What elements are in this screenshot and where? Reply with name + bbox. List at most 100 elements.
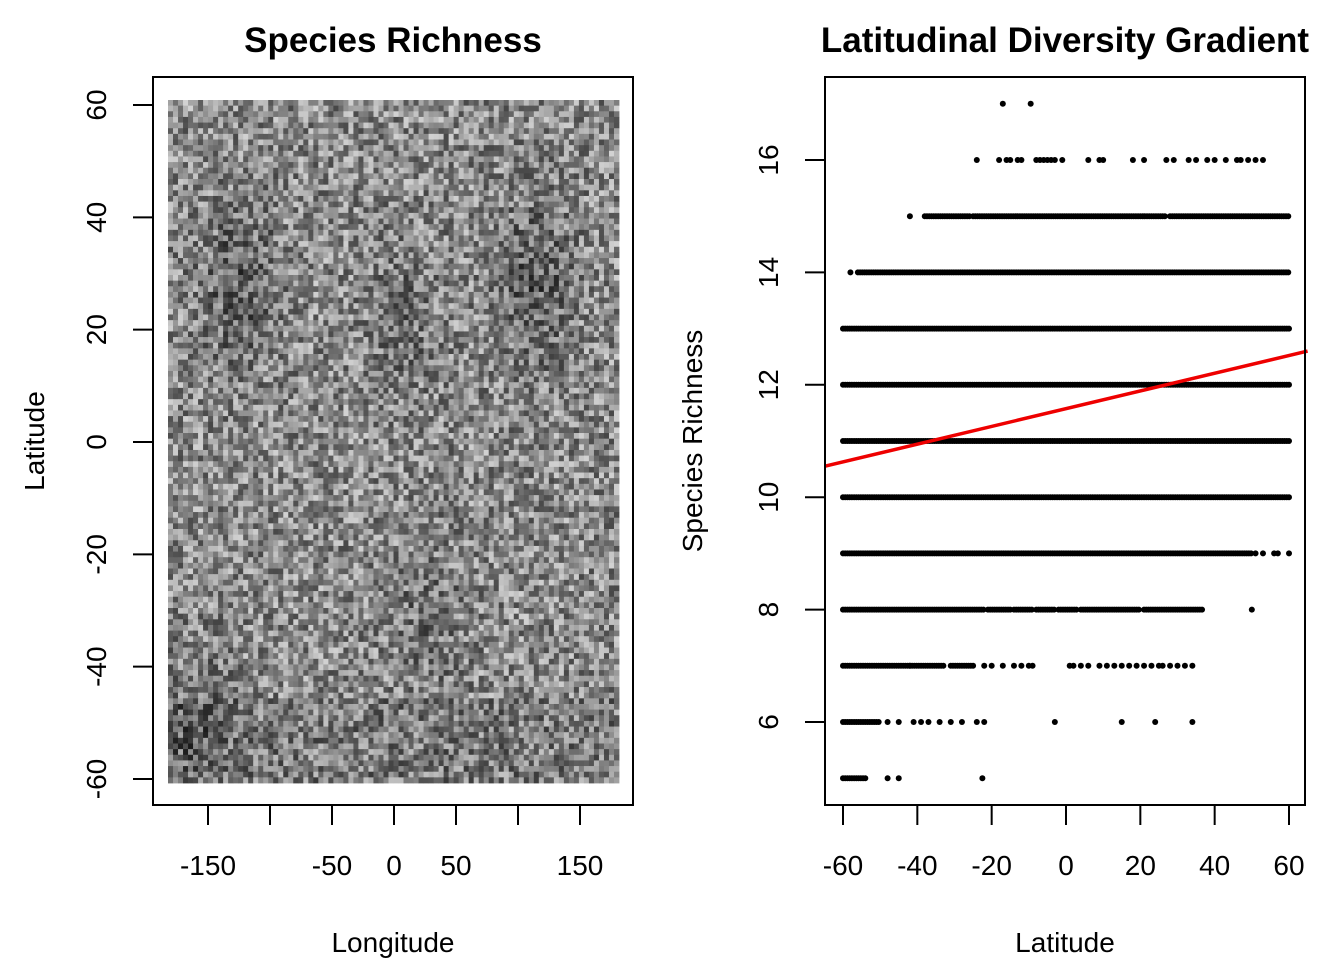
heatmap-cell [188, 252, 194, 259]
heatmap-cell [568, 393, 575, 400]
heatmap-cell [328, 348, 334, 355]
heatmap-cell [238, 269, 244, 276]
heatmap-cell [173, 122, 179, 129]
heatmap-cell [478, 252, 485, 259]
heatmap-cell [328, 274, 334, 282]
heatmap-cell [273, 173, 279, 180]
heatmap-cell [283, 263, 289, 270]
heatmap-cell [518, 399, 525, 406]
heatmap-cell [363, 263, 369, 270]
heatmap-cell [318, 162, 324, 169]
heatmap-cell [548, 241, 555, 248]
heatmap-cell [523, 263, 530, 270]
heatmap-cell [298, 348, 304, 355]
heatmap-cell [408, 201, 414, 208]
heatmap-cell [518, 308, 525, 315]
heatmap-cell [568, 122, 575, 129]
heatmap-cell [368, 370, 374, 377]
heatmap-cell [598, 173, 605, 180]
heatmap-cell [333, 150, 339, 157]
heatmap-cell [463, 111, 470, 118]
heatmap-cell [453, 297, 460, 304]
heatmap-cell [518, 320, 525, 327]
heatmap-cell [203, 133, 209, 140]
heatmap-cell [468, 145, 475, 152]
heatmap-cell [228, 184, 234, 191]
heatmap-cell [188, 325, 194, 332]
heatmap-cell [403, 179, 409, 186]
heatmap-cell [433, 195, 439, 202]
heatmap-cell [458, 184, 465, 191]
heatmap-cell [508, 212, 515, 219]
heatmap-cell [338, 201, 344, 208]
heatmap-cell [393, 218, 399, 225]
heatmap-cell [263, 128, 269, 135]
heatmap-cell [188, 224, 194, 231]
heatmap-cell [198, 280, 204, 287]
heatmap-cell [313, 320, 319, 327]
heatmap-cell [323, 246, 329, 253]
heatmap-cell [258, 100, 264, 107]
heatmap-cell [178, 331, 184, 338]
heatmap-cell [178, 133, 184, 140]
heatmap-cell [218, 212, 224, 219]
heatmap-cell [578, 308, 585, 315]
heatmap-cell [408, 348, 414, 355]
heatmap-cell [253, 105, 259, 112]
heatmap-cell [328, 111, 334, 118]
heatmap-cell [478, 195, 485, 202]
heatmap-cell [478, 387, 485, 394]
heatmap-cell [573, 179, 580, 186]
heatmap-cell [438, 128, 445, 135]
heatmap-cell [178, 325, 184, 332]
heatmap-cell [268, 263, 274, 270]
heatmap-cell [503, 404, 510, 411]
heatmap-cell [558, 207, 565, 214]
heatmap-cell [483, 404, 490, 411]
heatmap-cell [208, 376, 214, 383]
heatmap-cell [478, 111, 485, 118]
heatmap-cell [268, 399, 274, 406]
heatmap-cell [603, 263, 610, 270]
heatmap-cell [413, 105, 419, 112]
heatmap-cell [543, 286, 550, 293]
heatmap-cell [468, 179, 475, 186]
heatmap-cell [228, 286, 234, 293]
heatmap-cell [183, 246, 189, 253]
heatmap-cell [243, 370, 249, 377]
heatmap-cell [498, 303, 505, 310]
heatmap-cell [498, 173, 505, 180]
heatmap-cell [503, 286, 510, 293]
heatmap-cell [303, 337, 309, 344]
heatmap-cell [533, 331, 540, 338]
heatmap-cell [413, 145, 419, 152]
heatmap-cell [563, 122, 570, 129]
heatmap-cell [443, 365, 450, 372]
heatmap-cell [483, 184, 490, 191]
heatmap-cell [588, 399, 595, 406]
heatmap-cell [308, 173, 314, 180]
heatmap-cell [333, 207, 339, 214]
heatmap-cell [173, 133, 179, 140]
heatmap-cell [378, 263, 384, 270]
heatmap-cell [533, 354, 540, 361]
heatmap-cell [413, 308, 419, 315]
heatmap-cell [573, 404, 580, 411]
heatmap-cell [408, 263, 414, 270]
heatmap-cell [313, 297, 319, 304]
heatmap-cell [548, 173, 555, 180]
heatmap-cell [583, 320, 590, 327]
heatmap-cell [498, 224, 505, 231]
heatmap-cell [508, 116, 515, 123]
heatmap-cell [498, 156, 505, 163]
heatmap-cell [183, 263, 189, 270]
heatmap-cell [573, 128, 580, 135]
heatmap-cell [293, 139, 299, 146]
heatmap-cell [468, 348, 475, 355]
heatmap-cell [308, 241, 314, 248]
heatmap-cell [418, 156, 424, 163]
heatmap-cell [343, 229, 349, 236]
heatmap-cell [358, 190, 364, 197]
heatmap-cell [558, 116, 565, 123]
heatmap-cell [313, 195, 319, 202]
